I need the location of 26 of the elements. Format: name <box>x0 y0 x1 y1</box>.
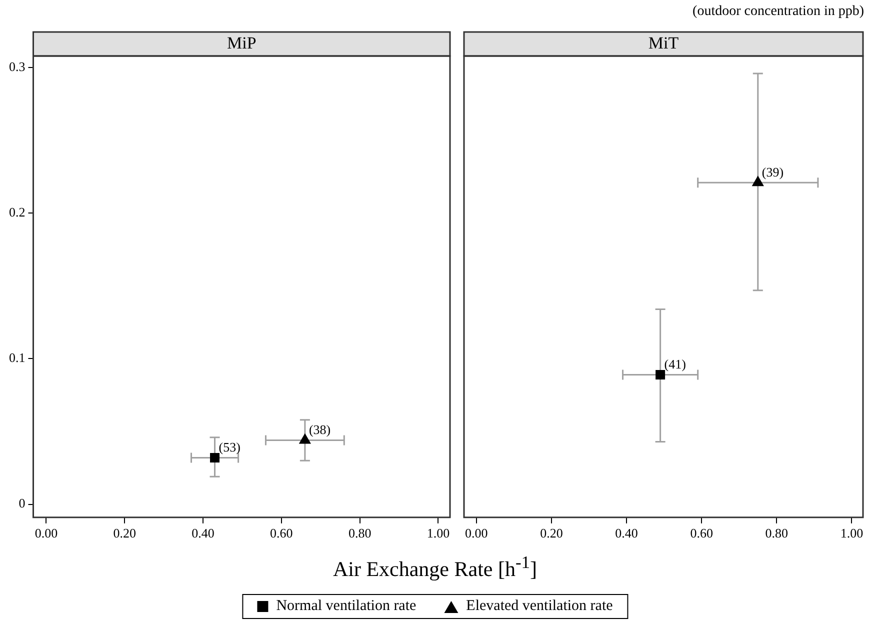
y-tick-label: 0.3 <box>9 59 26 74</box>
text: (outdoor concentration in ppb) <box>692 4 864 20</box>
x-tick-label: 0.40 <box>192 526 214 541</box>
x-tick-label: 0.20 <box>540 526 563 541</box>
x-tick-label: 0.00 <box>34 526 58 541</box>
x-axis-title: Air Exchange Rate [h$^{-1}$] <box>332 552 538 582</box>
chart-title: MiT <box>648 33 680 52</box>
annotation: (38) <box>308 422 331 438</box>
x-tick-label: 0.40 <box>615 526 638 541</box>
x-tick-label: 0.00 <box>465 526 488 541</box>
annotation: (39) <box>762 164 784 180</box>
legend-label: Normal ventilation rate <box>276 598 416 615</box>
annotation: (53) <box>218 440 240 455</box>
y-tick-label: 0 <box>18 496 26 511</box>
chart-title: MiP <box>226 33 256 52</box>
x-tick-label: 0.20 <box>113 526 136 541</box>
legend-label: Elevated ventilation rate <box>466 598 613 615</box>
x-tick-label: 1.00 <box>840 526 864 541</box>
y-tick-label: 0.2 <box>9 204 26 220</box>
x-tick-label: 0.60 <box>270 526 293 541</box>
annotation: (41) <box>664 356 686 372</box>
y-tick-label: 0.1 <box>9 350 26 366</box>
x-tick-label: 1.00 <box>426 526 450 541</box>
x-tick-label: 0.80 <box>348 526 372 541</box>
x-tick-label: 0.80 <box>765 526 788 541</box>
x-tick-label: 0.60 <box>690 526 713 541</box>
